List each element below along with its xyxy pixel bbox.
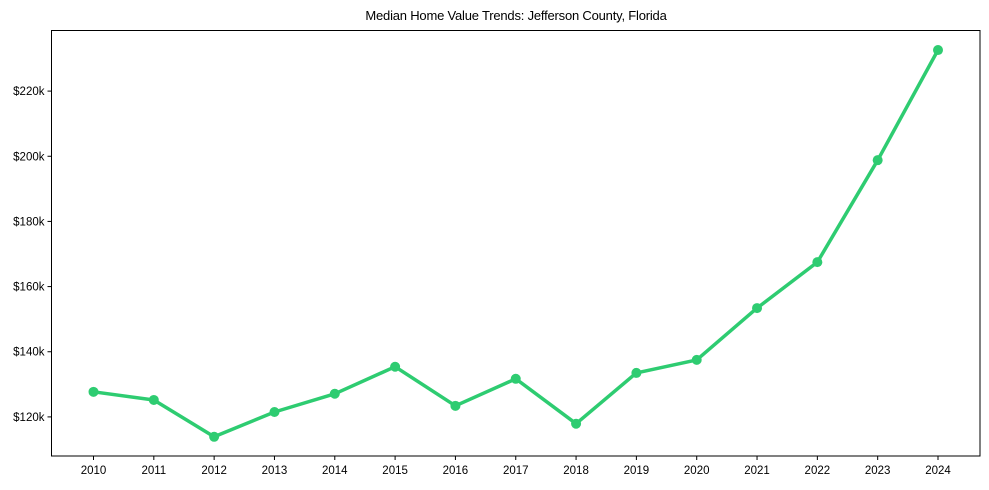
data-point-marker	[933, 45, 943, 56]
x-tick-label: 2015	[382, 465, 408, 477]
x-tick-label: 2014	[322, 465, 348, 477]
data-point-marker	[510, 373, 521, 384]
y-tick-label: $220k	[13, 86, 45, 98]
x-axis: 2010 2011 2012 2013 2014 2015 2016 2017 2018 2019…	[81, 456, 951, 477]
x-tick-label: 2023	[865, 465, 891, 477]
y-tick-label: $140k	[13, 347, 45, 359]
x-tick-label: 2018	[563, 465, 589, 477]
data-point-marker	[691, 354, 702, 365]
x-tick-label: 2021	[744, 465, 770, 477]
data-point-marker	[631, 367, 642, 378]
data-point-marker	[450, 400, 461, 411]
data-point-marker	[329, 388, 340, 399]
x-tick-label: 2011	[141, 465, 166, 477]
y-axis: $120k $140k $160k $180k $200k $220k	[13, 86, 52, 424]
data-point-marker	[269, 407, 280, 418]
data-point-marker	[571, 418, 582, 429]
data-point-marker	[812, 257, 823, 268]
data-point-marker	[148, 394, 159, 405]
x-tick-label: 2019	[624, 465, 650, 477]
data-series	[88, 45, 943, 442]
x-tick-label: 2016	[443, 465, 469, 477]
x-tick-label: 2012	[201, 465, 227, 477]
plot-frame	[51, 30, 981, 457]
data-point-marker	[752, 303, 763, 314]
x-tick-label: 2022	[805, 465, 831, 477]
data-point-marker	[209, 431, 220, 442]
x-tick-label: 2010	[81, 465, 107, 477]
x-tick-label: 2024	[925, 465, 951, 477]
y-tick-label: $180k	[13, 216, 45, 228]
data-point-marker	[872, 155, 883, 166]
y-tick-label: $160k	[13, 282, 45, 294]
data-point-marker	[88, 386, 99, 397]
data-point-marker	[390, 361, 401, 372]
y-tick-label: $200k	[13, 151, 45, 163]
chart-title: Median Home Value Trends: Jefferson Coun…	[365, 8, 667, 23]
x-tick-label: 2013	[262, 465, 288, 477]
x-tick-label: 2017	[503, 465, 529, 477]
y-tick-label: $120k	[13, 412, 45, 424]
x-tick-label: 2020	[684, 465, 710, 477]
